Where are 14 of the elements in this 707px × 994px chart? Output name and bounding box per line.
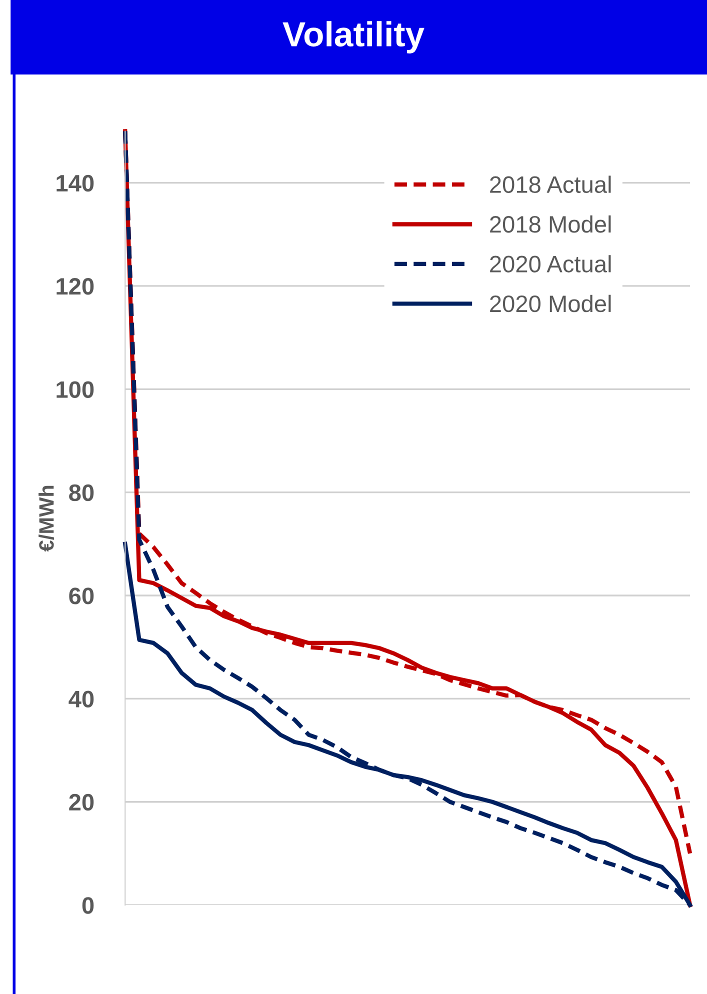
y-tick-label: 20 (69, 794, 94, 811)
y-tick-label: 80 (69, 484, 94, 502)
legend-label: 2018 Model (490, 215, 611, 233)
y-tick-label: 120 (56, 278, 94, 295)
legend-label: 2020 Model (490, 294, 611, 312)
y-tick-label: 0 (82, 897, 94, 914)
chart-title: Volatility (282, 21, 424, 54)
legend-label: 2020 Actual (490, 255, 611, 272)
y-tick-label: 60 (69, 588, 94, 604)
y-tick-label: 100 (56, 381, 94, 398)
y-tick-label: 40 (68, 690, 94, 708)
y-axis-title: €/MWh (38, 486, 54, 552)
legend-label: 2018 Actual (490, 176, 611, 194)
y-tick-label: 140 (56, 174, 94, 192)
